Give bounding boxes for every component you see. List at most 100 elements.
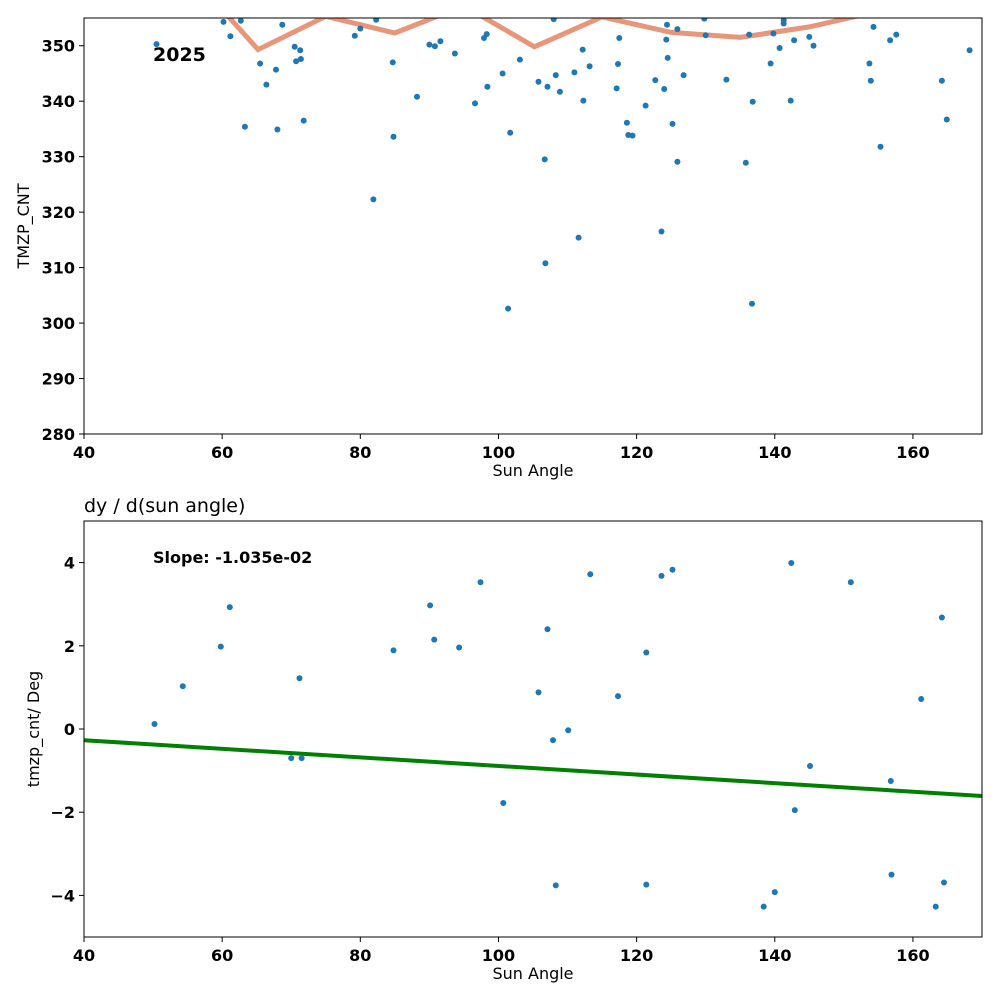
top-data-point: [300, 117, 307, 124]
top-data-point: [867, 77, 874, 84]
top-y-tick-label: 300: [42, 314, 75, 333]
top-x-tick-label: 160: [896, 443, 929, 462]
top-data-point: [293, 58, 300, 65]
top-x-tick-label: 60: [211, 443, 233, 462]
bottom-plot-frame: [83, 520, 983, 938]
top-data-point: [615, 61, 621, 67]
top-data-point: [484, 83, 491, 90]
top-data-point: [291, 43, 298, 50]
top-data-point: [552, 72, 559, 79]
bottom-chart-title: dy / d(sun angle): [84, 495, 245, 517]
top-x-tick-label: 120: [620, 443, 653, 462]
bottom-y-tick-label: −4: [50, 886, 75, 905]
bottom-scatter-panel: dy / d(sun angle) 40 60 80 100 120 140 160 −4−…: [24, 495, 983, 983]
top-y-axis-label: TMZP_CNT: [14, 183, 34, 269]
top-data-point: [943, 116, 950, 123]
top-y-tick-label: 330: [42, 148, 75, 167]
top-data-point: [664, 54, 671, 61]
top-data-point: [431, 43, 438, 50]
bottom-data-point: [296, 675, 303, 682]
top-data-point: [938, 77, 945, 84]
top-data-point: [669, 120, 676, 127]
bottom-data-point: [298, 755, 305, 762]
bottom-y-axis-label: tmzp_cnt/ Deg: [24, 671, 44, 787]
top-data-point: [642, 102, 649, 109]
bottom-data-point: [615, 693, 621, 700]
bottom-data-point: [151, 721, 158, 727]
top-y-tick-label: 320: [42, 203, 75, 222]
top-data-point: [297, 56, 304, 62]
bottom-data-point: [390, 647, 397, 654]
top-x-axis-label: Sun Angle: [492, 461, 573, 480]
bottom-data-point: [760, 903, 767, 910]
top-data-point: [451, 50, 458, 57]
top-data-point: [658, 228, 665, 235]
bottom-y-tick-label: −2: [50, 803, 75, 822]
bottom-x-tick-label: 60: [211, 946, 233, 965]
bottom-data-point: [217, 643, 224, 650]
top-data-point: [663, 36, 670, 43]
top-data-point: [472, 100, 478, 107]
bottom-data-point: [847, 579, 854, 586]
bottom-data-point: [932, 903, 939, 910]
top-data-point: [806, 33, 813, 40]
top-data-point: [623, 119, 630, 126]
bottom-data-point: [791, 807, 798, 814]
top-data-point: [389, 59, 396, 66]
top-y-tick-label: 350: [42, 37, 75, 56]
top-data-point: [579, 46, 586, 53]
bottom-data-point: [288, 755, 295, 762]
top-data-point: [370, 196, 377, 203]
top-data-point: [426, 41, 433, 48]
top-data-point: [770, 30, 777, 37]
bottom-x-axis-label: Sun Angle: [492, 964, 573, 983]
top-data-point: [279, 21, 286, 28]
top-data-point: [550, 18, 557, 23]
top-data-point: [701, 18, 708, 22]
top-data-point: [723, 76, 730, 83]
top-data-point: [580, 97, 587, 104]
bottom-x-tick-label: 40: [73, 946, 95, 965]
top-data-point: [674, 158, 681, 165]
top-data-point: [966, 47, 973, 54]
top-data-point: [297, 47, 304, 54]
bottom-data-point: [456, 644, 463, 651]
bottom-data-point: [888, 871, 895, 878]
bottom-data-point: [643, 649, 650, 656]
top-data-point: [544, 83, 551, 90]
top-data-point: [746, 31, 753, 38]
top-data-point: [505, 305, 512, 312]
top-data-point: [749, 98, 756, 105]
bottom-data-point: [887, 778, 894, 784]
top-data-point: [887, 37, 894, 44]
top-data-point: [702, 32, 709, 39]
top-data-point: [274, 126, 281, 133]
top-data-point: [535, 78, 542, 85]
top-data-point: [616, 35, 623, 41]
top-plot-frame: [83, 17, 983, 435]
bottom-x-tick-label: 120: [620, 946, 653, 965]
top-data-point: [791, 37, 798, 44]
top-data-point: [390, 133, 397, 140]
bottom-data-point: [658, 572, 665, 579]
top-data-point: [351, 32, 358, 39]
bottom-data-point: [918, 696, 925, 702]
top-data-point: [776, 45, 783, 51]
bottom-x-tick-label: 140: [758, 946, 791, 965]
top-data-point: [680, 72, 687, 79]
bottom-data-point: [431, 636, 438, 643]
bottom-data-point: [552, 882, 559, 889]
top-annotation: 2025: [153, 44, 206, 66]
top-data-point: [893, 31, 900, 38]
bottom-data-point: [938, 614, 945, 621]
top-data-point: [227, 33, 234, 40]
top-data-point: [613, 85, 620, 92]
bottom-data-point: [941, 879, 947, 886]
bottom-x-tick-label: 100: [482, 946, 515, 965]
top-data-point: [810, 42, 817, 49]
top-data-point: [507, 129, 514, 136]
top-data-point: [373, 18, 380, 23]
top-data-point: [870, 23, 877, 30]
bottom-data-point: [179, 683, 186, 690]
